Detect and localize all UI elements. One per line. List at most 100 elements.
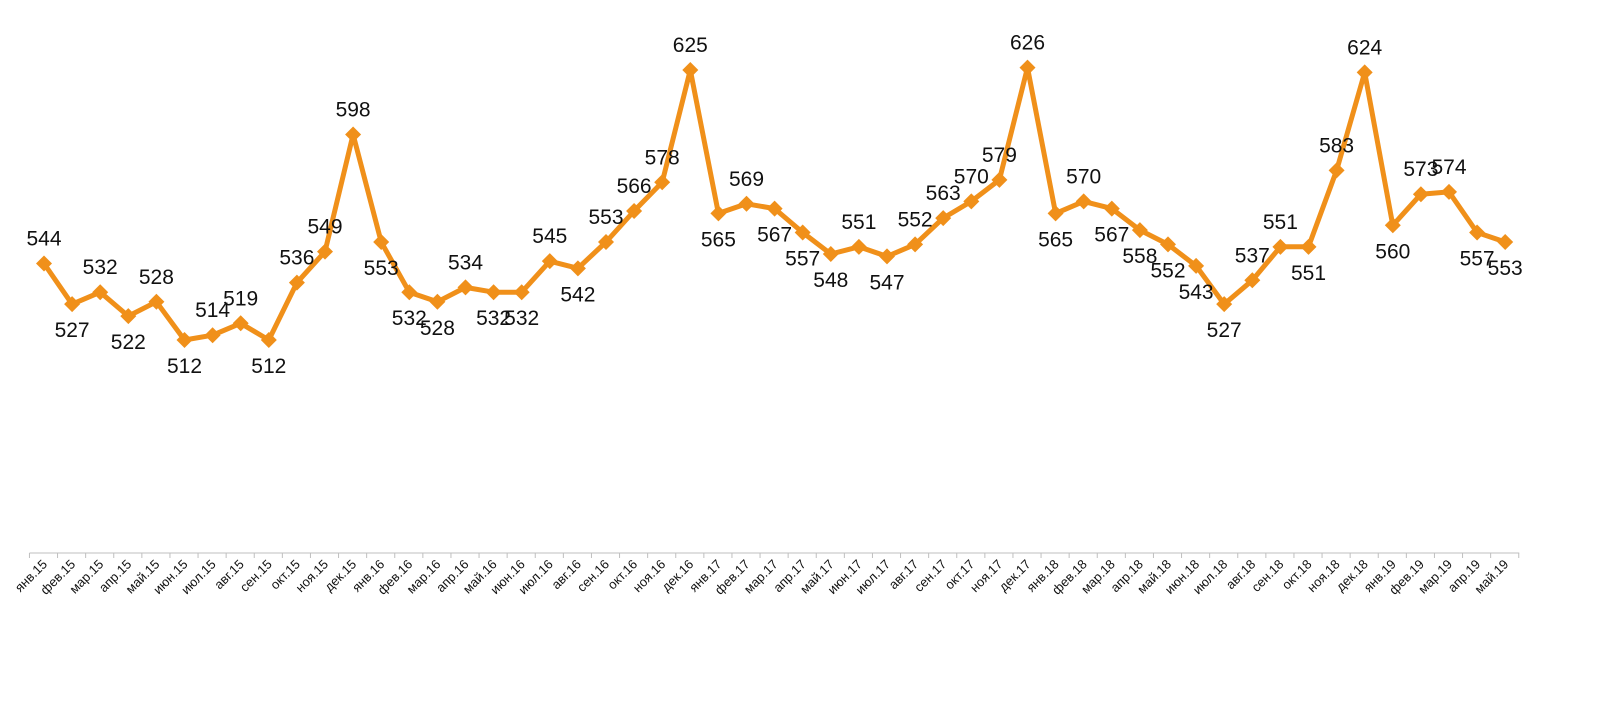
x-axis xyxy=(28,552,1520,558)
x-tick-label: сен.18 xyxy=(1248,557,1286,595)
data-point xyxy=(457,279,474,296)
data-point xyxy=(1328,162,1345,179)
data-label: 598 xyxy=(336,99,371,122)
data-label: 532 xyxy=(83,256,118,279)
data-label: 551 xyxy=(841,211,876,234)
data-point xyxy=(626,202,643,219)
data-point xyxy=(1188,257,1205,274)
data-label: 553 xyxy=(364,257,399,280)
data-point xyxy=(485,284,502,301)
data-point xyxy=(1412,186,1429,203)
data-label: 528 xyxy=(139,266,174,289)
data-point xyxy=(345,126,362,143)
x-tick-label: ноя.18 xyxy=(1304,557,1343,596)
data-point xyxy=(64,296,81,313)
data-point xyxy=(1441,183,1457,200)
data-label: 532 xyxy=(392,307,427,330)
data-label: 579 xyxy=(982,144,1017,167)
data-label: 557 xyxy=(1460,248,1495,271)
data-point xyxy=(682,62,699,78)
data-point xyxy=(1469,224,1486,241)
data-point xyxy=(879,248,895,265)
data-label: 560 xyxy=(1375,240,1410,263)
data-point xyxy=(1356,64,1373,81)
data-point xyxy=(1244,272,1261,289)
data-label: 624 xyxy=(1347,36,1382,59)
data-label: 522 xyxy=(111,331,146,354)
data-label: 537 xyxy=(1235,244,1270,267)
data-label: 565 xyxy=(1038,228,1073,251)
x-tick-label: ноя.17 xyxy=(967,557,1006,596)
data-labels: 5445275325225285125145195125365495985535… xyxy=(26,32,1522,378)
data-label: 565 xyxy=(701,228,736,251)
data-point xyxy=(569,260,586,277)
data-label: 528 xyxy=(420,317,455,340)
data-point xyxy=(1019,59,1036,76)
data-point xyxy=(148,293,165,310)
data-point xyxy=(1160,236,1176,253)
data-point xyxy=(1272,238,1289,255)
data-point xyxy=(1047,205,1064,222)
data-point xyxy=(963,193,980,210)
data-label: 532 xyxy=(504,307,539,330)
data-label: 519 xyxy=(223,287,258,310)
data-point xyxy=(850,238,867,255)
data-label: 574 xyxy=(1431,156,1466,179)
data-label: 563 xyxy=(926,182,961,205)
data-point xyxy=(935,210,952,227)
data-label: 570 xyxy=(954,165,989,188)
data-label: 542 xyxy=(560,283,595,306)
data-label: 569 xyxy=(729,168,764,191)
data-label: 547 xyxy=(869,271,904,294)
data-label: 514 xyxy=(195,299,230,322)
x-tick-label: сен.16 xyxy=(574,557,612,595)
data-point xyxy=(822,245,839,262)
data-label: 583 xyxy=(1319,134,1354,157)
data-point xyxy=(317,243,333,260)
data-point xyxy=(36,255,52,272)
data-label: 567 xyxy=(1094,224,1129,247)
data-point xyxy=(766,200,783,217)
data-point xyxy=(1131,222,1148,239)
data-point xyxy=(401,284,418,301)
data-point xyxy=(232,315,249,332)
data-label: 549 xyxy=(307,216,342,239)
data-point xyxy=(1075,193,1092,210)
data-point xyxy=(288,274,305,291)
data-point xyxy=(429,293,446,310)
x-tick-label: сен.17 xyxy=(911,557,949,595)
data-point xyxy=(373,234,390,251)
data-point xyxy=(907,236,924,253)
data-point xyxy=(598,234,614,251)
data-point xyxy=(1497,234,1514,251)
data-label: 512 xyxy=(251,355,286,378)
data-label: 553 xyxy=(588,206,623,229)
data-label: 512 xyxy=(167,355,202,378)
data-label: 553 xyxy=(1488,257,1523,280)
data-label: 544 xyxy=(26,228,61,251)
data-markers xyxy=(36,59,1514,348)
data-label: 534 xyxy=(448,251,483,274)
data-label: 578 xyxy=(645,146,680,169)
data-label: 558 xyxy=(1122,245,1157,268)
data-point xyxy=(120,308,137,325)
data-point xyxy=(541,253,558,270)
data-label: 545 xyxy=(532,225,567,248)
data-label: 548 xyxy=(813,269,848,292)
x-tick-label: ноя.16 xyxy=(630,557,669,596)
data-point xyxy=(1103,200,1120,217)
data-point xyxy=(1300,238,1317,255)
data-point xyxy=(794,224,811,241)
data-label: 527 xyxy=(55,319,90,342)
data-point xyxy=(260,332,277,348)
data-label: 551 xyxy=(1263,211,1298,234)
data-label: 552 xyxy=(898,208,933,231)
data-label: 532 xyxy=(476,307,511,330)
data-point xyxy=(991,171,1008,188)
data-point xyxy=(654,174,671,191)
data-label: 536 xyxy=(279,247,314,270)
x-tick-label: сен.15 xyxy=(237,557,275,595)
data-point xyxy=(204,327,221,344)
data-point xyxy=(513,284,530,301)
